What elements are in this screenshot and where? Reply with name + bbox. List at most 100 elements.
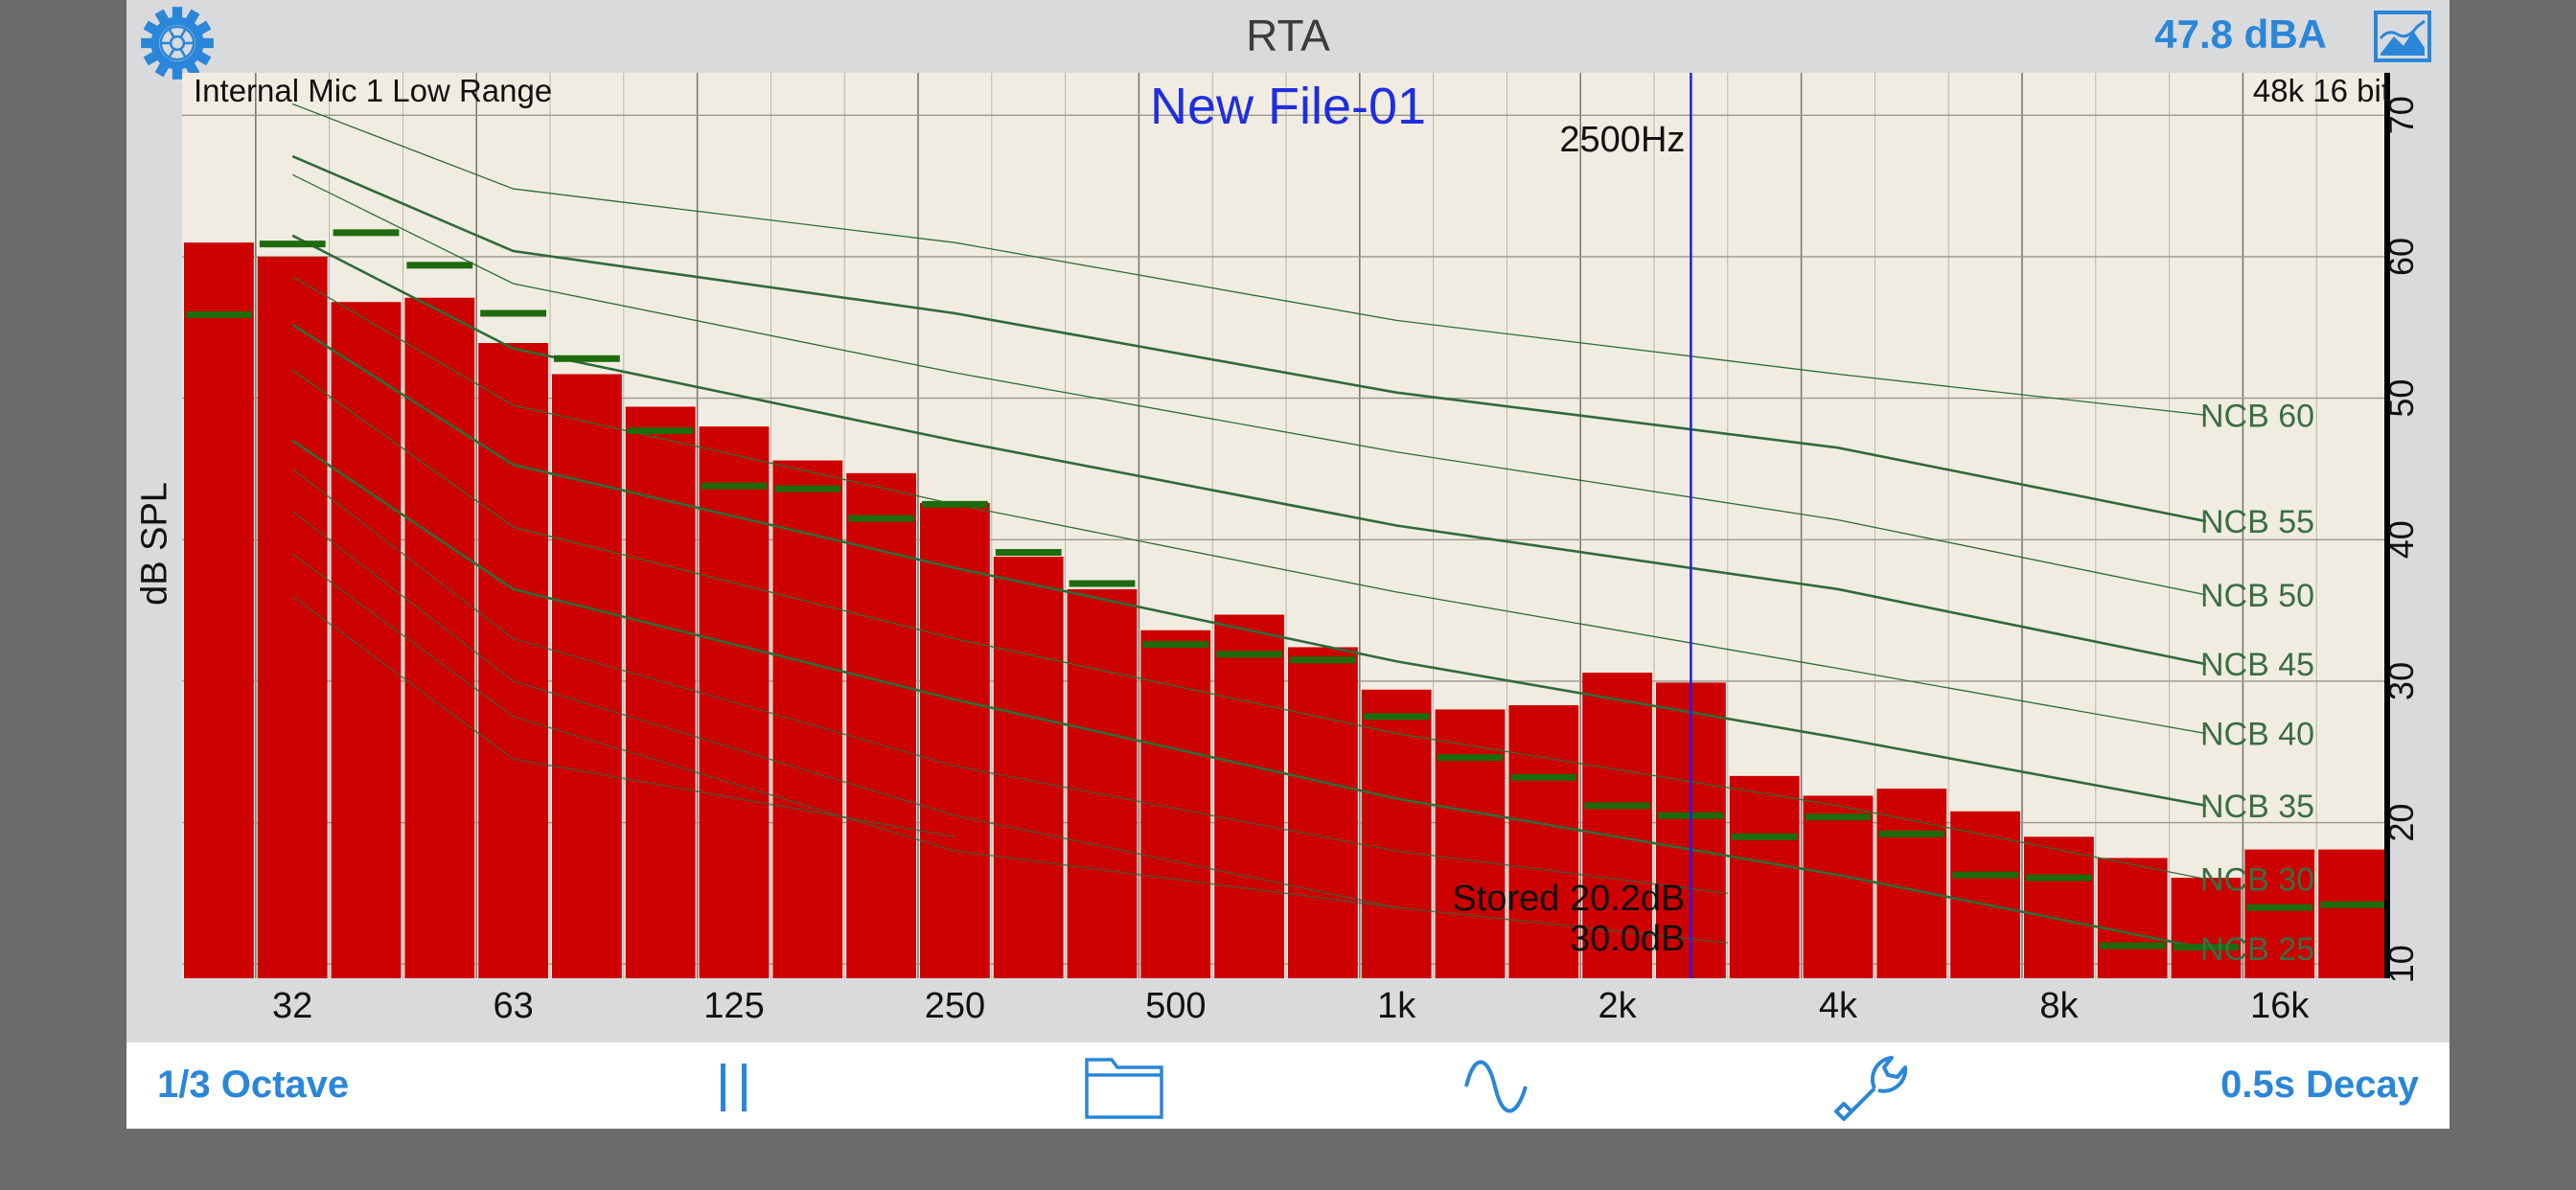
spectrum-bar: [1067, 588, 1138, 978]
stored-level-marker: [1069, 580, 1136, 587]
x-tick-label: 4k: [1819, 986, 1858, 1026]
stored-level-marker: [1290, 656, 1356, 664]
nc-curve-line: [291, 276, 2207, 735]
stored-level-marker: [2246, 904, 2313, 911]
stored-level-marker: [922, 500, 988, 508]
spectrum-bar: [993, 556, 1064, 978]
spectrum-bar: [920, 502, 990, 978]
y-axis-label-wrap: dB SPL: [134, 446, 175, 638]
screen-title: RTA: [1246, 11, 1330, 60]
top-bar: RTA 47.8 dBA: [126, 0, 2450, 80]
stored-level-marker: [774, 485, 841, 492]
spectrum-bar: [1803, 795, 1874, 978]
nc-curve-label: NCB 25: [2200, 931, 2314, 968]
sample-format-label: 48k 16 bit: [2252, 73, 2390, 108]
y-axis-label: dB SPL: [134, 482, 175, 606]
nc-curve-label: NCB 50: [2200, 578, 2314, 614]
spectrum-bar: [1729, 775, 1800, 978]
pause-icon[interactable]: [702, 1050, 778, 1123]
nc-extra-curve: [291, 553, 1397, 908]
stored-level-marker: [480, 309, 546, 317]
nc-extra-curve: [291, 511, 1728, 944]
wrench-icon[interactable]: [1823, 1050, 1915, 1127]
nc-extra-curve: [291, 595, 955, 838]
stored-value-label: Stored 20.2dB: [1452, 879, 1685, 919]
spectrum-bar: [1214, 614, 1284, 978]
nc-curve-line: [291, 234, 2207, 666]
stored-level-marker: [627, 427, 694, 435]
spectrum-bar: [404, 297, 475, 978]
y-tick-label: 40: [2381, 520, 2421, 559]
rta-chart-plot[interactable]: NCB 60 NCB 55 NCB 50 NCB 45 NCB 40 NCB 35 NCB …: [126, 73, 2450, 1042]
stored-level-marker: [1216, 651, 1282, 658]
y-tick-label: 10: [2381, 945, 2421, 983]
y-tick-label: 50: [2381, 379, 2421, 418]
nc-curve-line: [291, 369, 2207, 881]
spectrum-bar: [2244, 849, 2315, 978]
x-tick-label: 250: [925, 986, 985, 1026]
spectrum-bar: [1876, 789, 1947, 978]
folder-icon[interactable]: [1081, 1050, 1167, 1123]
app-window: RTA 47.8 dBA NCB 60 NCB 55 NCB 50 NCB 45 NCB…: [126, 0, 2450, 1129]
spectrum-bar: [2171, 878, 2242, 978]
stored-level-marker: [2099, 942, 2166, 950]
nc-curve-label: NCB 40: [2200, 717, 2314, 753]
stored-level-marker: [1805, 813, 1872, 821]
cursor-frequency-label: 2500Hz: [1559, 120, 1685, 160]
nc-curve-line: [291, 173, 2207, 596]
nc-curve-line: [291, 439, 2207, 950]
stored-level-marker: [406, 262, 473, 269]
x-tick-label: 125: [703, 986, 764, 1026]
stored-level-marker: [1142, 641, 1209, 649]
stored-level-marker: [2026, 874, 2092, 881]
file-name-label[interactable]: New File-01: [1149, 78, 1427, 135]
stored-level-marker: [259, 240, 326, 248]
spectrum-bar: [2318, 849, 2388, 978]
x-tick-label: 63: [493, 986, 533, 1026]
dba-level-readout: 47.8 dBA: [2154, 11, 2327, 57]
stored-level-marker: [1363, 713, 1430, 721]
spectrum-bar: [331, 302, 402, 978]
x-tick-label: 2k: [1598, 986, 1638, 1026]
stored-level-marker: [186, 310, 252, 318]
x-tick-label: 16k: [2250, 986, 2310, 1026]
nc-curve-label: NCB 60: [2200, 398, 2314, 434]
y-tick-label: 20: [2381, 804, 2421, 842]
spectrum-bar: [625, 406, 696, 978]
nc-curve-line: [291, 154, 2207, 523]
stored-level-marker: [554, 355, 620, 362]
rta-chart[interactable]: NCB 60 NCB 55 NCB 50 NCB 45 NCB 40 NCB 35 NCB …: [126, 73, 2450, 1042]
spectrum-bar: [257, 256, 328, 978]
cursor-value-label: 30.0dB: [1570, 919, 1685, 959]
stored-level-marker: [848, 515, 914, 522]
y-tick-label: 70: [2381, 96, 2421, 134]
image-icon[interactable]: [2373, 10, 2432, 63]
nc-curve-line: [291, 323, 2207, 808]
nc-curve-label: NCB 35: [2200, 789, 2314, 825]
decay-button[interactable]: 0.5s Decay: [2220, 1064, 2419, 1106]
nc-extra-curve: [291, 468, 1728, 895]
spectrum-bar: [1950, 811, 2020, 978]
stored-level-marker: [701, 482, 768, 490]
stored-level-marker: [1952, 871, 2018, 879]
spectrum-bar: [1288, 647, 1358, 978]
stored-level-marker: [1731, 833, 1798, 840]
stored-level-marker: [995, 549, 1062, 557]
input-device-label: Internal Mic 1 Low Range: [194, 73, 553, 108]
stored-level-marker: [1437, 754, 1504, 762]
spectrum-bar: [846, 472, 916, 978]
spectrum-bar: [2024, 836, 2094, 978]
sine-wave-icon[interactable]: [1453, 1050, 1539, 1123]
octave-button[interactable]: 1/3 Octave: [157, 1064, 350, 1106]
nc-curve-line: [291, 103, 2207, 416]
x-tick-label: 8k: [2039, 986, 2079, 1026]
spectrum-bar: [478, 343, 548, 978]
spectrum-bar: [2097, 858, 2168, 978]
nc-curve-label: NCB 45: [2200, 647, 2314, 683]
x-tick-label: 32: [272, 986, 312, 1026]
stored-level-marker: [2173, 944, 2240, 951]
stored-level-marker: [333, 229, 400, 237]
y-tick-label: 60: [2381, 238, 2421, 276]
nc-curve-label: NCB 55: [2200, 504, 2314, 540]
gear-icon[interactable]: [136, 2, 218, 84]
